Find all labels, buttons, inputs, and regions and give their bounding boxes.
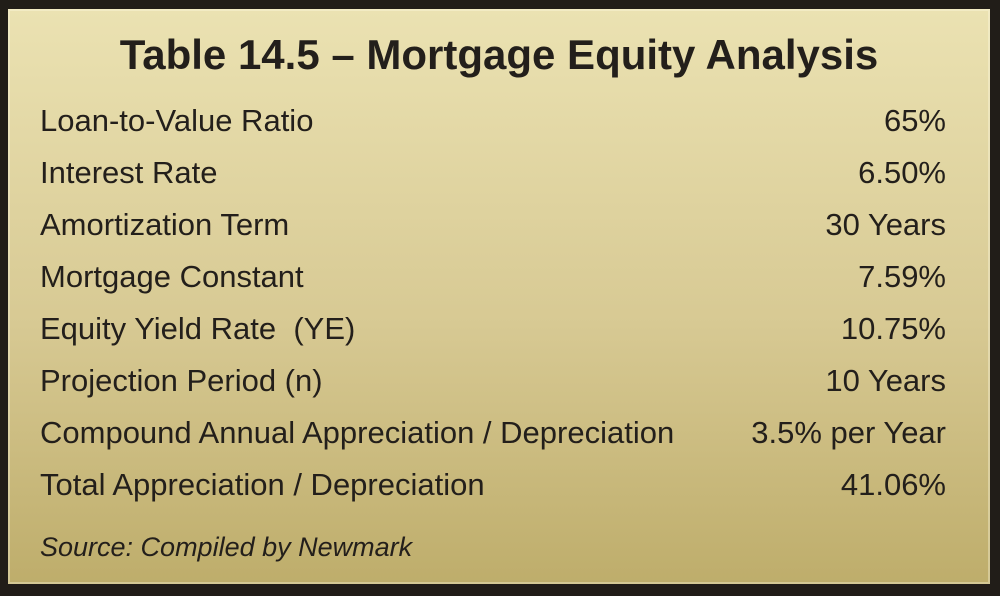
row-label: Total Appreciation / Depreciation [40,467,485,502]
source-note: Source: Compiled by Newmark [40,532,413,562]
table-row: Loan-to-Value Ratio 65% [40,95,946,147]
row-value: 41.06% [840,467,946,502]
row-value: 6.50% [858,155,946,190]
row-label: Loan-to-Value Ratio [40,103,314,138]
table-row: Equity Yield Rate (YE) 10.75% [40,303,946,355]
row-value: 10.75% [840,311,946,346]
row-value: 30 Years [825,207,946,242]
row-label: Interest Rate [40,155,218,190]
row-label: Amortization Term [40,207,290,242]
row-value: 3.5% per Year [751,415,946,450]
row-label: Mortgage Constant [40,259,304,294]
table-row: Amortization Term 30 Years [40,199,946,251]
table-row: Mortgage Constant 7.59% [40,251,946,303]
table-row: Projection Period (n) 10 Years [40,355,946,407]
row-value: 7.59% [858,259,946,294]
row-label: Equity Yield Rate (YE) [40,311,356,346]
row-value: 10 Years [825,363,946,398]
table-row: Interest Rate 6.50% [40,147,946,199]
row-label: Compound Annual Appreciation / Depreciat… [40,415,675,450]
row-label: Projection Period (n) [40,363,323,398]
table-row: Compound Annual Appreciation / Depreciat… [40,407,946,459]
row-value: 65% [883,103,946,138]
table-title: Table 14.5 – Mortgage Equity Analysis [119,31,879,78]
table-rows: Loan-to-Value Ratio 65% Interest Rate 6.… [8,95,990,511]
table-row: Total Appreciation / Depreciation 41.06% [40,459,946,511]
